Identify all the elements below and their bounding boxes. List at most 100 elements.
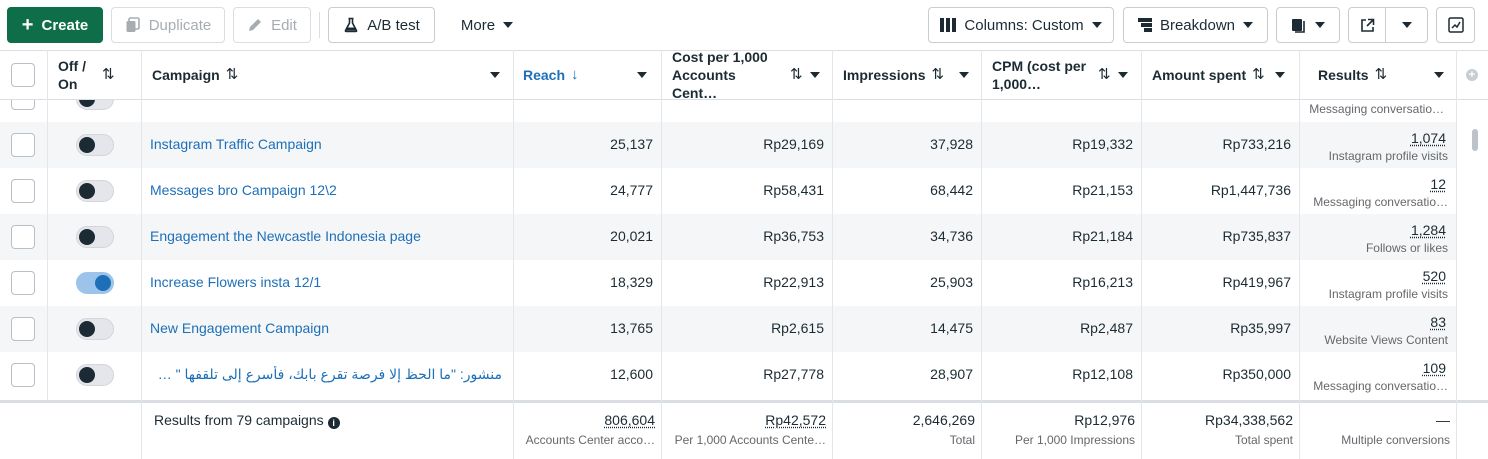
row-checkbox[interactable] bbox=[11, 271, 35, 295]
table-row[interactable]: Messages bro Campaign 12\2 24,777 Rp58,431… bbox=[0, 168, 1457, 214]
row-toggle[interactable] bbox=[76, 100, 114, 110]
caret-down-icon bbox=[1243, 22, 1254, 28]
export-button[interactable] bbox=[1348, 7, 1386, 43]
pencil-icon bbox=[249, 19, 262, 31]
toggle-knob bbox=[79, 183, 95, 199]
column-header-amount-spent[interactable]: Amount spent ⇅ bbox=[1152, 51, 1295, 99]
campaign-name-link[interactable]: Instagram Traffic Campaign bbox=[150, 136, 322, 152]
charts-button[interactable] bbox=[1436, 7, 1475, 43]
column-menu-icon[interactable] bbox=[1275, 72, 1285, 78]
row-toggle[interactable] bbox=[76, 318, 114, 340]
row-checkbox[interactable] bbox=[11, 133, 35, 157]
table-row[interactable]: Increase Flowers insta 12/1 18,329 Rp22,91… bbox=[0, 260, 1457, 306]
campaign-name-link[interactable]: Increase Flowers insta 12/1 bbox=[150, 274, 322, 290]
export-dropdown-button[interactable] bbox=[1385, 7, 1428, 43]
amount-spent-value: Rp350,000 bbox=[1222, 366, 1291, 382]
info-icon[interactable]: i bbox=[327, 417, 340, 429]
row-checkbox[interactable] bbox=[11, 225, 35, 249]
table-row-partial: Messaging conversatio… bbox=[0, 100, 1457, 122]
table-row[interactable]: New Engagement Campaign 13,765 Rp2,615 14,4… bbox=[0, 306, 1457, 352]
summary-results: — bbox=[1436, 412, 1450, 428]
column-header-results[interactable]: Results ⇅ bbox=[1318, 51, 1454, 99]
row-toggle[interactable] bbox=[76, 180, 114, 202]
toggle-knob bbox=[95, 275, 111, 291]
ab-test-button[interactable]: A/B test bbox=[328, 7, 435, 43]
result-value[interactable]: 83 bbox=[1430, 314, 1446, 330]
breakdown-button[interactable]: Breakdown bbox=[1123, 7, 1268, 43]
column-menu-icon[interactable] bbox=[1118, 72, 1128, 78]
table-row[interactable]: منشور: "ما الحظ إلا فرصة تقرع بابك، فأسر… bbox=[0, 352, 1457, 398]
add-column-icon[interactable]: + bbox=[1466, 69, 1478, 81]
reports-button[interactable] bbox=[1276, 7, 1340, 43]
row-checkbox[interactable] bbox=[11, 363, 35, 387]
amount-spent-value: Rp419,967 bbox=[1222, 274, 1291, 290]
campaign-name-link[interactable]: منشور: "ما الحظ إلا فرصة تقرع بابك، فأسر… bbox=[150, 366, 502, 382]
amount-spent-value: Rp1,447,736 bbox=[1210, 182, 1291, 198]
campaign-table: Off / On ⇅ Campaign ⇅ Reach ↓ Cost per 1… bbox=[0, 49, 1488, 459]
create-button[interactable]: + Create bbox=[7, 7, 103, 43]
table-row[interactable]: Engagement the Newcastle Indonesia page 2… bbox=[0, 214, 1457, 260]
column-header-cpm[interactable]: CPM (cost per 1,000… ⇅ bbox=[992, 51, 1138, 99]
column-header-impressions[interactable]: Impressions ⇅ bbox=[843, 51, 979, 99]
column-header-reach[interactable]: Reach ↓ bbox=[523, 51, 657, 99]
column-menu-icon[interactable] bbox=[959, 72, 969, 78]
more-button[interactable]: More bbox=[445, 7, 529, 43]
sort-icon: ⇅ bbox=[225, 66, 239, 83]
result-value[interactable]: 1,074 bbox=[1410, 130, 1446, 146]
column-menu-icon[interactable] bbox=[490, 72, 500, 78]
table-row[interactable]: Instagram Traffic Campaign 25,137 Rp29,169… bbox=[0, 122, 1457, 168]
toggle-knob bbox=[79, 367, 95, 383]
column-header-off-on[interactable]: Off / On ⇅ bbox=[58, 58, 115, 92]
impressions-value: 14,475 bbox=[930, 320, 973, 336]
row-checkbox[interactable] bbox=[11, 317, 35, 341]
caret-down-icon bbox=[1091, 22, 1102, 28]
campaign-name-link[interactable]: Messages bro Campaign 12\2 bbox=[150, 182, 337, 198]
summary-cpm: Rp12,976 bbox=[1074, 412, 1135, 428]
toolbar: + Create Duplicate Edit A/B test More Co… bbox=[0, 0, 1488, 50]
toggle-knob bbox=[79, 137, 95, 153]
row-checkbox[interactable] bbox=[11, 100, 35, 110]
result-value[interactable]: 12 bbox=[1430, 176, 1446, 192]
result-value[interactable]: 1,284 bbox=[1410, 222, 1446, 238]
duplicate-icon bbox=[126, 17, 140, 32]
columns-button[interactable]: Columns: Custom bbox=[928, 7, 1114, 43]
result-value[interactable]: 109 bbox=[1422, 360, 1446, 376]
cost-value: Rp2,615 bbox=[771, 320, 824, 336]
row-toggle[interactable] bbox=[76, 134, 114, 156]
caret-down-icon bbox=[1401, 22, 1412, 28]
toggle-knob bbox=[79, 229, 95, 245]
duplicate-button[interactable]: Duplicate bbox=[111, 7, 225, 43]
summary-amount-spent: Rp34,338,562 bbox=[1205, 412, 1293, 428]
cpm-value: Rp2,487 bbox=[1080, 320, 1133, 336]
impressions-value: 68,442 bbox=[930, 182, 973, 198]
breakdown-icon bbox=[1137, 18, 1152, 32]
campaign-name-link[interactable]: Engagement the Newcastle Indonesia page bbox=[150, 228, 421, 244]
campaign-name-link[interactable]: New Engagement Campaign bbox=[150, 320, 329, 336]
row-toggle[interactable] bbox=[76, 226, 114, 248]
table-header: Off / On ⇅ Campaign ⇅ Reach ↓ Cost per 1… bbox=[0, 49, 1488, 101]
column-header-cost-per-1000[interactable]: Cost per 1,000 Accounts Cent… ⇅ bbox=[672, 49, 830, 101]
row-toggle[interactable] bbox=[76, 364, 114, 386]
cpm-value: Rp19,332 bbox=[1072, 136, 1133, 152]
sort-icon: ⇅ bbox=[102, 66, 115, 83]
summary-cost: Rp42,572 bbox=[765, 412, 826, 428]
row-toggle[interactable] bbox=[76, 272, 114, 294]
summary-reach: 806,604 bbox=[604, 412, 655, 428]
cost-value: Rp22,913 bbox=[763, 274, 824, 290]
vertical-scrollbar-thumb[interactable] bbox=[1472, 129, 1478, 151]
column-menu-icon[interactable] bbox=[637, 72, 647, 78]
column-header-campaign[interactable]: Campaign ⇅ bbox=[152, 51, 510, 99]
result-type: Messaging conversatio… bbox=[1313, 379, 1448, 393]
plus-icon: + bbox=[21, 14, 34, 36]
amount-spent-value: Rp733,216 bbox=[1222, 136, 1291, 152]
impressions-value: 37,928 bbox=[930, 136, 973, 152]
amount-spent-value: Rp35,997 bbox=[1230, 320, 1291, 336]
row-checkbox[interactable] bbox=[11, 179, 35, 203]
edit-button[interactable]: Edit bbox=[233, 7, 311, 43]
column-menu-icon[interactable] bbox=[1434, 72, 1444, 78]
column-menu-icon[interactable] bbox=[810, 72, 820, 78]
sort-icon: ⇅ bbox=[1252, 66, 1265, 83]
result-value[interactable]: 520 bbox=[1422, 268, 1446, 284]
toggle-knob bbox=[79, 321, 95, 337]
select-all-checkbox[interactable] bbox=[11, 63, 35, 87]
